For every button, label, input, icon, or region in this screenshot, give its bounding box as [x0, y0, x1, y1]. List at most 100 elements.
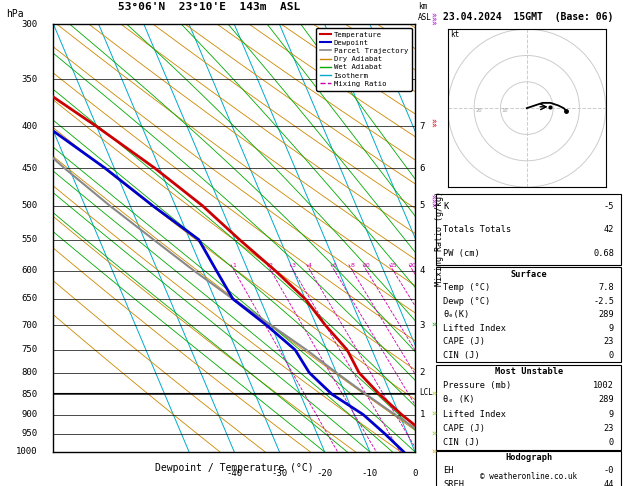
FancyBboxPatch shape	[436, 364, 621, 450]
Text: 800: 800	[21, 368, 37, 377]
Text: -2.5: -2.5	[593, 296, 614, 306]
Text: »: »	[431, 12, 436, 21]
Text: 950: 950	[21, 429, 37, 438]
Text: 5: 5	[420, 201, 425, 210]
Text: Pressure (mb): Pressure (mb)	[443, 381, 511, 390]
Text: 3: 3	[420, 321, 425, 330]
Text: -40: -40	[226, 469, 242, 478]
Text: 289: 289	[598, 310, 614, 319]
Text: 750: 750	[21, 345, 37, 354]
Text: 7.8: 7.8	[598, 283, 614, 292]
Text: Lifted Index: Lifted Index	[443, 324, 506, 333]
Text: 23.04.2024  15GMT  (Base: 06): 23.04.2024 15GMT (Base: 06)	[443, 12, 613, 22]
Text: 44: 44	[604, 480, 614, 486]
Text: 0: 0	[609, 351, 614, 360]
Text: km
ASL: km ASL	[418, 2, 432, 22]
Text: Dewp (°C): Dewp (°C)	[443, 296, 491, 306]
Text: 53°06'N  23°10'E  143m  ASL: 53°06'N 23°10'E 143m ASL	[118, 2, 300, 12]
Text: θₑ(K): θₑ(K)	[443, 310, 470, 319]
Text: 4: 4	[420, 266, 425, 275]
Text: -5: -5	[604, 202, 614, 210]
Text: »: »	[431, 410, 436, 419]
Text: 9: 9	[609, 410, 614, 418]
Text: 10: 10	[455, 469, 465, 478]
Text: -30: -30	[272, 469, 287, 478]
Legend: Temperature, Dewpoint, Parcel Trajectory, Dry Adiabat, Wet Adiabat, Isotherm, Mi: Temperature, Dewpoint, Parcel Trajectory…	[316, 28, 411, 90]
Text: Mixing Ratio (g/kg): Mixing Ratio (g/kg)	[435, 191, 443, 286]
Text: 7: 7	[420, 122, 425, 131]
Text: 15: 15	[389, 263, 397, 268]
Text: CAPE (J): CAPE (J)	[443, 337, 486, 346]
Text: Totals Totals: Totals Totals	[443, 225, 511, 234]
Text: 9: 9	[609, 324, 614, 333]
Text: 2: 2	[269, 263, 273, 268]
Text: »: »	[431, 429, 436, 438]
Text: -20: -20	[316, 469, 333, 478]
Text: »: »	[431, 118, 436, 127]
FancyBboxPatch shape	[436, 451, 621, 486]
Text: CAPE (J): CAPE (J)	[443, 424, 486, 433]
Text: 1: 1	[232, 263, 236, 268]
Text: 289: 289	[598, 396, 614, 404]
Text: »: »	[431, 197, 436, 207]
Text: SREH: SREH	[443, 480, 464, 486]
Text: »: »	[431, 390, 436, 399]
FancyBboxPatch shape	[436, 267, 621, 362]
Text: 40: 40	[591, 469, 601, 478]
Text: 900: 900	[21, 410, 37, 419]
Text: 1000: 1000	[16, 448, 37, 456]
Text: kt: kt	[450, 30, 460, 39]
Text: 1: 1	[420, 410, 425, 419]
Text: 23: 23	[604, 337, 614, 346]
Text: -10: -10	[362, 469, 378, 478]
Text: »: »	[431, 193, 436, 203]
Text: »: »	[431, 16, 436, 25]
Text: »: »	[431, 122, 436, 131]
Text: 300: 300	[21, 20, 37, 29]
Text: 400: 400	[21, 122, 37, 131]
Text: 0.68: 0.68	[593, 249, 614, 258]
Text: hPa: hPa	[6, 9, 24, 19]
Text: θₑ (K): θₑ (K)	[443, 396, 475, 404]
Text: »: »	[431, 20, 436, 29]
Text: 2: 2	[420, 368, 425, 377]
Text: 4: 4	[308, 263, 312, 268]
Text: 20: 20	[409, 263, 416, 268]
Text: 10: 10	[502, 108, 508, 113]
Text: 42: 42	[604, 225, 614, 234]
Text: 500: 500	[21, 201, 37, 210]
Text: 20: 20	[476, 108, 482, 113]
Text: 0: 0	[609, 438, 614, 447]
Text: 0: 0	[413, 469, 418, 478]
FancyBboxPatch shape	[436, 194, 621, 265]
Text: EH: EH	[443, 466, 454, 475]
Text: 8: 8	[350, 263, 354, 268]
Text: 3: 3	[291, 263, 296, 268]
Text: Hodograph: Hodograph	[505, 453, 552, 462]
Text: 600: 600	[21, 266, 37, 275]
Text: PW (cm): PW (cm)	[443, 249, 480, 258]
Text: 850: 850	[21, 390, 37, 399]
Text: LCL: LCL	[420, 388, 433, 398]
Text: 650: 650	[21, 295, 37, 303]
Text: 1002: 1002	[593, 381, 614, 390]
Text: K: K	[443, 202, 448, 210]
Text: 550: 550	[21, 235, 37, 244]
Text: Temp (°C): Temp (°C)	[443, 283, 491, 292]
Text: 10: 10	[363, 263, 370, 268]
Text: »: »	[431, 321, 436, 330]
Text: © weatheronline.co.uk: © weatheronline.co.uk	[480, 472, 577, 481]
Text: CIN (J): CIN (J)	[443, 438, 480, 447]
Text: »: »	[431, 201, 436, 210]
Text: »: »	[431, 448, 436, 456]
Text: 20: 20	[500, 469, 511, 478]
Text: 350: 350	[21, 74, 37, 84]
Text: 450: 450	[21, 164, 37, 173]
Text: -0: -0	[604, 466, 614, 475]
Text: CIN (J): CIN (J)	[443, 351, 480, 360]
Text: 700: 700	[21, 321, 37, 330]
Text: Lifted Index: Lifted Index	[443, 410, 506, 418]
X-axis label: Dewpoint / Temperature (°C): Dewpoint / Temperature (°C)	[155, 463, 314, 473]
Text: Surface: Surface	[510, 270, 547, 278]
Text: Most Unstable: Most Unstable	[494, 367, 563, 376]
